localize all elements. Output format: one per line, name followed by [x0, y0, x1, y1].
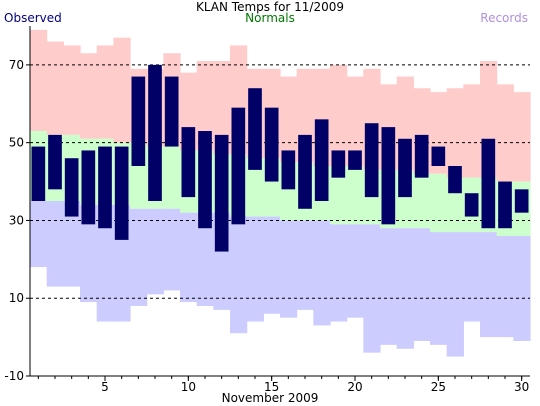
record-high-band — [96, 45, 114, 139]
record-high-band — [280, 76, 298, 163]
observed-bar — [31, 146, 46, 201]
record-low-band — [246, 216, 264, 322]
record-high-band — [80, 53, 98, 139]
observed-bar — [364, 123, 379, 198]
observed-bar — [131, 76, 146, 166]
normal-band — [413, 173, 431, 229]
observed-bar — [231, 107, 246, 225]
observed-bar — [281, 150, 296, 190]
record-low-band — [263, 216, 281, 314]
record-high-band — [113, 37, 131, 143]
normal-band — [346, 166, 364, 225]
record-low-band — [463, 232, 481, 322]
record-low-band — [330, 224, 348, 322]
observed-bar — [164, 76, 179, 147]
record-low-band — [146, 208, 164, 295]
record-low-band — [163, 208, 181, 291]
record-low-band — [430, 232, 448, 345]
record-low-band — [413, 228, 431, 341]
record-low-band — [130, 208, 148, 306]
record-low-band — [230, 216, 248, 334]
record-low-band — [30, 201, 48, 268]
y-tick-label: 50 — [9, 136, 24, 150]
normal-band — [246, 158, 264, 217]
observed-bar — [331, 150, 346, 178]
legend-records: Records — [480, 11, 528, 25]
observed-bar — [81, 150, 96, 225]
record-high-band — [63, 45, 81, 135]
observed-bar — [214, 134, 229, 252]
legend-observed: Observed — [4, 11, 62, 25]
record-low-band — [180, 212, 198, 303]
record-low-band — [363, 224, 381, 353]
y-tick-label: 30 — [9, 213, 24, 227]
record-high-band — [346, 76, 364, 166]
observed-bar — [198, 131, 212, 229]
y-tick-label: 10 — [9, 291, 24, 305]
observed-bar — [248, 88, 262, 170]
observed-bar — [398, 138, 412, 198]
record-low-band — [396, 228, 414, 349]
observed-bar — [514, 189, 529, 213]
observed-bar — [48, 134, 62, 190]
record-low-band — [80, 204, 98, 303]
record-low-band — [63, 201, 81, 287]
observed-bar — [381, 127, 396, 225]
record-low-band — [46, 201, 64, 287]
record-high-band — [330, 64, 348, 166]
record-high-band — [213, 61, 231, 155]
record-low-band — [446, 232, 464, 357]
chart-title: KLAN Temps for 11/2009 — [195, 0, 345, 14]
x-tick-label: 10 — [181, 380, 196, 394]
record-low-band — [313, 220, 331, 326]
x-tick-label: 25 — [431, 380, 446, 394]
observed-bar — [64, 158, 79, 217]
x-axis-title: November 2009 — [221, 391, 319, 405]
record-low-band — [480, 232, 498, 338]
observed-bar — [448, 166, 462, 194]
legend-normals: Normals — [245, 11, 295, 25]
x-tick-label: 20 — [347, 380, 362, 394]
observed-bar — [264, 107, 279, 182]
observed-bar — [314, 119, 329, 201]
x-tick-label: 15 — [264, 380, 279, 394]
observed-bar — [481, 138, 496, 229]
x-tick-label: 30 — [514, 380, 529, 394]
observed-bar — [181, 127, 196, 198]
observed-bar — [298, 134, 312, 209]
record-low-band — [380, 228, 398, 345]
record-low-band — [196, 212, 214, 306]
observed-bar — [114, 146, 129, 240]
record-high-band — [463, 84, 481, 178]
normal-band — [163, 146, 181, 209]
record-low-band — [96, 204, 114, 322]
record-high-band — [196, 61, 214, 151]
y-tick-label: 70 — [9, 58, 24, 72]
y-tick-label: -10 — [4, 369, 24, 383]
record-low-band — [280, 220, 298, 318]
record-high-band — [446, 88, 464, 178]
observed-bar — [464, 193, 479, 217]
observed-bar — [98, 146, 112, 229]
record-high-band — [30, 29, 48, 132]
record-high-band — [513, 92, 531, 182]
record-high-band — [46, 41, 64, 135]
observed-bar — [348, 150, 362, 170]
record-low-band — [346, 224, 364, 318]
observed-bar — [414, 134, 429, 178]
x-tick-label: 5 — [101, 380, 109, 394]
record-low-band — [496, 236, 514, 338]
observed-bar — [431, 146, 446, 166]
observed-bar — [148, 64, 162, 201]
record-low-band — [296, 220, 314, 310]
normal-band — [330, 166, 348, 225]
record-low-band — [513, 236, 531, 341]
normal-band — [430, 173, 448, 233]
observed-bar — [498, 181, 512, 229]
record-high-band — [496, 84, 514, 182]
